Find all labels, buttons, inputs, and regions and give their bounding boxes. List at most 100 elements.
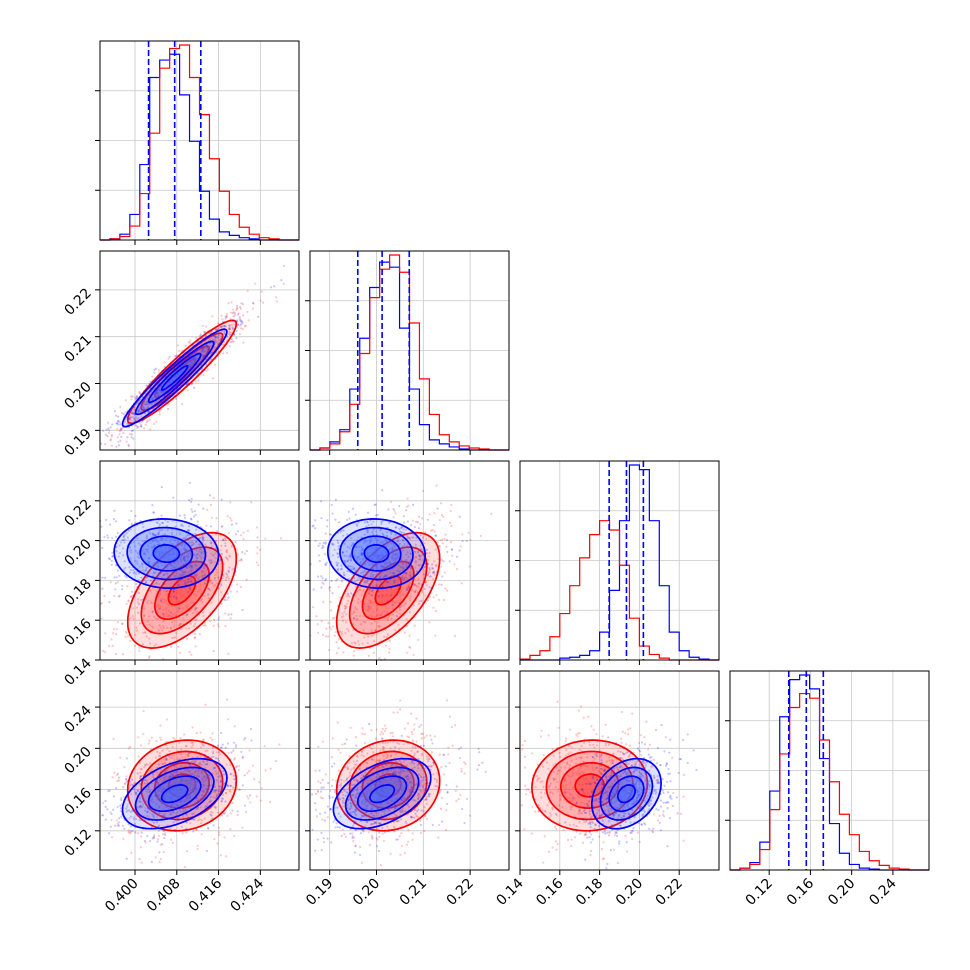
scatter-point [234, 746, 237, 749]
scatter-point [173, 355, 177, 358]
scatter-point [159, 626, 162, 629]
scatter-point [215, 341, 218, 344]
scatter-point [406, 497, 409, 500]
scatter-point [162, 391, 165, 394]
scatter-point [191, 726, 194, 729]
scatter-point [209, 342, 212, 345]
scatter-point [233, 571, 237, 574]
scatter-point [136, 425, 139, 428]
scatter-point [383, 724, 386, 727]
scatter-point [419, 534, 422, 537]
scatter-point [158, 860, 161, 864]
scatter-point [145, 549, 148, 552]
scatter-point [264, 769, 267, 772]
contour-line [126, 319, 238, 425]
hist-series-1 [100, 53, 299, 241]
scatter-point [220, 314, 223, 317]
scatter-point [194, 573, 197, 576]
scatter-point [209, 345, 212, 348]
pair-2-0 [99, 496, 283, 661]
scatter-point [106, 435, 109, 438]
scatter-point [244, 325, 247, 328]
scatter-point [211, 561, 214, 564]
scatter-point [240, 558, 243, 561]
scatter-point [330, 756, 333, 759]
scatter-point [178, 514, 181, 517]
scatter-point [124, 399, 127, 402]
scatter-point [178, 622, 181, 625]
scatter-point [192, 611, 195, 615]
scatter-point [227, 302, 230, 305]
scatter-point [612, 848, 615, 851]
scatter-point [399, 699, 402, 702]
scatter-point [231, 319, 235, 323]
scatter-point [320, 500, 323, 503]
scatter-point [115, 632, 118, 636]
scatter-point [525, 788, 528, 791]
scatter-point [234, 327, 237, 330]
scatter-point [445, 699, 449, 702]
scatter-point [157, 399, 160, 402]
scatter-point [137, 736, 140, 739]
scatter-point [226, 814, 229, 817]
scatter-point [321, 740, 325, 743]
scatter-point [141, 420, 144, 423]
scatter-point [179, 549, 182, 552]
scatter-point [165, 612, 168, 615]
scatter-point [181, 403, 184, 406]
scatter-point [409, 646, 412, 650]
scatter-point [246, 795, 249, 798]
scatter-point [236, 307, 239, 310]
scatter-point [363, 741, 367, 745]
scatter-point [314, 808, 318, 811]
scatter-point [166, 626, 169, 629]
scatter-point [211, 315, 214, 318]
scatter-point [189, 609, 192, 612]
scatter-point [203, 330, 206, 333]
scatter-point [455, 568, 458, 571]
scatter-point [445, 545, 448, 548]
scatter-point [201, 535, 204, 538]
scatter-point [621, 730, 624, 733]
scatter-point [115, 445, 118, 448]
scatter-point [242, 314, 245, 317]
scatter-point [232, 311, 235, 314]
scatter-point [183, 516, 187, 519]
scatter-point [406, 722, 410, 725]
scatter-point [275, 759, 278, 763]
scatter-point [240, 327, 243, 330]
scatter-point [328, 586, 332, 589]
scatter-point [110, 563, 113, 566]
scatter-point [212, 618, 216, 622]
scatter-point [209, 542, 213, 545]
scatter-point [224, 599, 227, 602]
scatter-point [188, 342, 192, 345]
scatter-point [190, 508, 193, 511]
scatter-point [624, 732, 627, 735]
scatter-point [117, 444, 121, 447]
scatter-point [565, 737, 568, 740]
scatter-point [180, 544, 184, 547]
scatter-point [110, 818, 113, 822]
scatter-point [108, 601, 111, 604]
scatter-point [447, 753, 450, 756]
scatter-point [579, 705, 583, 708]
scatter-point [174, 636, 177, 639]
scatter-point [221, 577, 224, 580]
scatter-point [115, 422, 119, 425]
scatter-point [109, 426, 112, 429]
scatter-point [367, 831, 370, 834]
scatter-point [236, 307, 239, 310]
scatter-point [133, 408, 136, 411]
scatter-point [139, 846, 142, 849]
scatter-point [133, 633, 136, 637]
scatter-point [230, 545, 234, 548]
scatter-point [114, 520, 117, 523]
scatter-point [440, 502, 443, 505]
scatter-point [403, 852, 407, 855]
scatter-point [130, 416, 133, 419]
scatter-point [204, 334, 208, 337]
scatter-point [133, 406, 136, 409]
scatter-point [226, 515, 229, 518]
scatter-point [172, 589, 175, 593]
